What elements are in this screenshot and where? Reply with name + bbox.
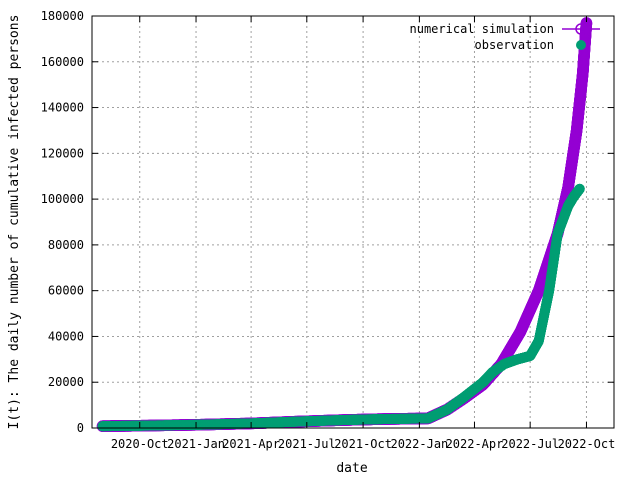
series-layer [96,17,593,432]
grid-lines [92,16,614,428]
